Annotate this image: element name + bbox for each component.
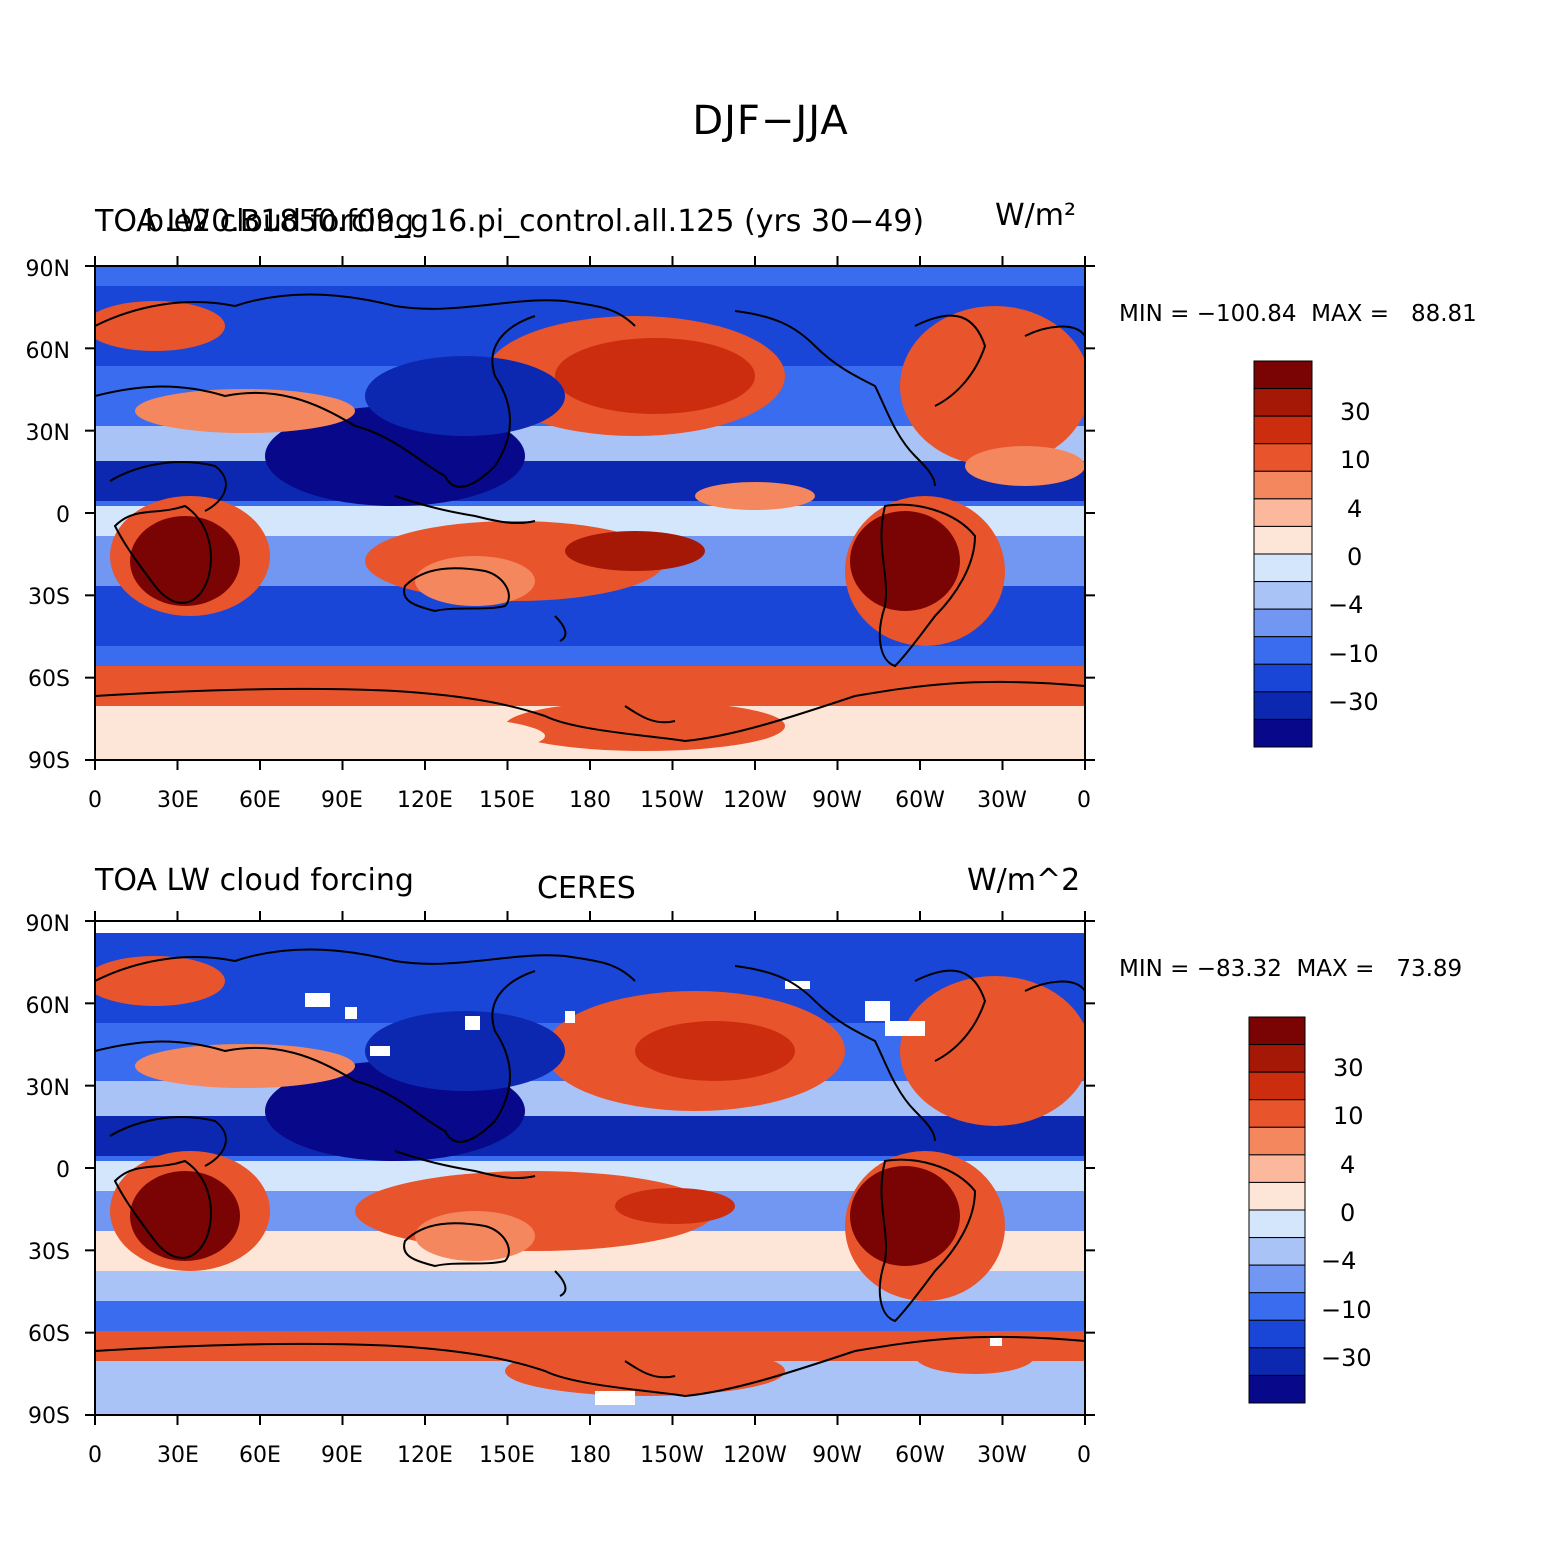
lat-label: 30N (25, 1076, 70, 1101)
lon-label: 0 (88, 788, 102, 813)
lon-label: 180 (569, 1443, 611, 1468)
panel-units: W/m^2 (967, 863, 1081, 898)
panel-left-title: TOA LW cloud forcing (95, 863, 414, 898)
lon-label: 120E (397, 788, 453, 813)
lat-label: 60S (28, 667, 70, 692)
lat-label: 60N (25, 339, 70, 364)
colorbar-swatch (1253, 525, 1313, 555)
lat-label: 30S (28, 1240, 70, 1265)
lon-label: 60E (239, 788, 281, 813)
colorbar-swatch (1253, 636, 1313, 665)
colorbar-swatch (1253, 581, 1313, 610)
colorbar-swatch (1253, 443, 1313, 472)
min-max-stats: MIN = −100.84 MAX = 88.81 (1119, 301, 1477, 327)
lon-label: 150E (479, 788, 535, 813)
lon-label: 90E (321, 788, 363, 813)
lon-label: 0 (88, 1443, 102, 1468)
lon-label: 120E (397, 1443, 453, 1468)
lon-label: 90E (321, 1443, 363, 1468)
colorbar-swatch (1248, 1347, 1306, 1376)
map-plot-obs (85, 911, 1095, 1425)
colorbar-swatch (1253, 388, 1313, 417)
panel-units: W/m² (995, 198, 1077, 233)
lon-label: 60E (239, 1443, 281, 1468)
colorbar-swatch (1248, 1319, 1306, 1349)
colorbar-label: −10 (1328, 640, 1379, 668)
colorbar-swatch (1248, 1099, 1306, 1128)
colorbar-label: 30 (1333, 1054, 1364, 1082)
colorbar (1248, 1016, 1306, 1404)
min-max-stats: MIN = −83.32 MAX = 73.89 (1119, 956, 1463, 982)
colorbar-label: 30 (1340, 398, 1371, 426)
panel-case-title: b.e20.B1850.f09_g16.pi_control.all.125 (… (145, 204, 925, 239)
colorbar (1253, 360, 1313, 748)
lat-label: 60N (25, 994, 70, 1019)
colorbar-swatch (1253, 470, 1313, 500)
colorbar-swatch (1248, 1071, 1306, 1101)
axis-ticks (85, 256, 1095, 770)
panel-left-title: TOA LW cloud forcing (95, 204, 414, 239)
colorbar-swatch (1248, 1209, 1306, 1239)
colorbar-label: −10 (1321, 1296, 1372, 1324)
colorbar-swatch (1248, 1126, 1306, 1156)
lon-label: 150W (640, 1443, 704, 1468)
colorbar-swatch (1253, 415, 1313, 445)
colorbar-label: 10 (1333, 1102, 1364, 1130)
colorbar-swatch (1253, 663, 1313, 693)
lon-label: 60W (895, 788, 945, 813)
lon-label: 120W (723, 788, 787, 813)
lat-label: 30N (25, 421, 70, 446)
colorbar-swatch (1248, 1154, 1306, 1183)
axis-ticks (85, 911, 1095, 1425)
lat-label: 90S (28, 1404, 70, 1429)
lon-label: 30E (157, 1443, 199, 1468)
lon-label: 150E (479, 1443, 535, 1468)
colorbar-label: 0 (1340, 1199, 1356, 1227)
map-plot-model (85, 256, 1095, 770)
lon-label: 0 (1077, 1443, 1091, 1468)
figure-title: DJF−JJA (692, 98, 849, 144)
colorbar-label: 4 (1347, 495, 1363, 523)
lon-label: 60W (895, 1443, 945, 1468)
colorbar-swatch (1253, 360, 1313, 390)
lat-label: 0 (56, 503, 70, 528)
lat-label: 0 (56, 1158, 70, 1183)
colorbar-swatch (1248, 1292, 1306, 1321)
colorbar-swatch (1248, 1374, 1306, 1404)
lon-label: 30E (157, 788, 199, 813)
colorbar-label: 4 (1340, 1151, 1356, 1179)
panel-obs: TOA LW cloud forcing CERES W/m^2 (0, 845, 1541, 1545)
colorbar-label: 0 (1347, 543, 1363, 571)
colorbar-label: 10 (1340, 446, 1371, 474)
lon-label: 180 (569, 788, 611, 813)
lon-label: 30W (977, 1443, 1027, 1468)
lon-label: 150W (640, 788, 704, 813)
lon-label: 90W (812, 1443, 862, 1468)
colorbar-swatch (1248, 1016, 1306, 1046)
lat-label: 90N (25, 257, 70, 282)
lat-label: 30S (28, 585, 70, 610)
colorbar-swatch (1253, 498, 1313, 527)
colorbar-swatch (1253, 553, 1313, 583)
lat-label: 90S (28, 749, 70, 774)
colorbar-swatch (1248, 1237, 1306, 1266)
colorbar-swatch (1248, 1264, 1306, 1294)
colorbar-swatch (1248, 1044, 1306, 1073)
lon-label: 30W (977, 788, 1027, 813)
colorbar-label: −30 (1328, 688, 1379, 716)
panel-model: TOA LW cloud forcing b.e20.B1850.f09_g16… (0, 190, 1541, 890)
colorbar-label: −4 (1321, 1247, 1357, 1275)
lat-label: 90N (25, 912, 70, 937)
colorbar-swatch (1253, 608, 1313, 638)
colorbar-swatch (1248, 1181, 1306, 1211)
colorbar-label: −30 (1321, 1344, 1372, 1372)
lon-label: 90W (812, 788, 862, 813)
lon-label: 0 (1077, 788, 1091, 813)
colorbar-swatch (1253, 691, 1313, 720)
colorbar-swatch (1253, 718, 1313, 748)
lon-label: 120W (723, 1443, 787, 1468)
lat-label: 60S (28, 1322, 70, 1347)
colorbar-label: −4 (1328, 591, 1364, 619)
panel-case-title: CERES (537, 871, 636, 906)
